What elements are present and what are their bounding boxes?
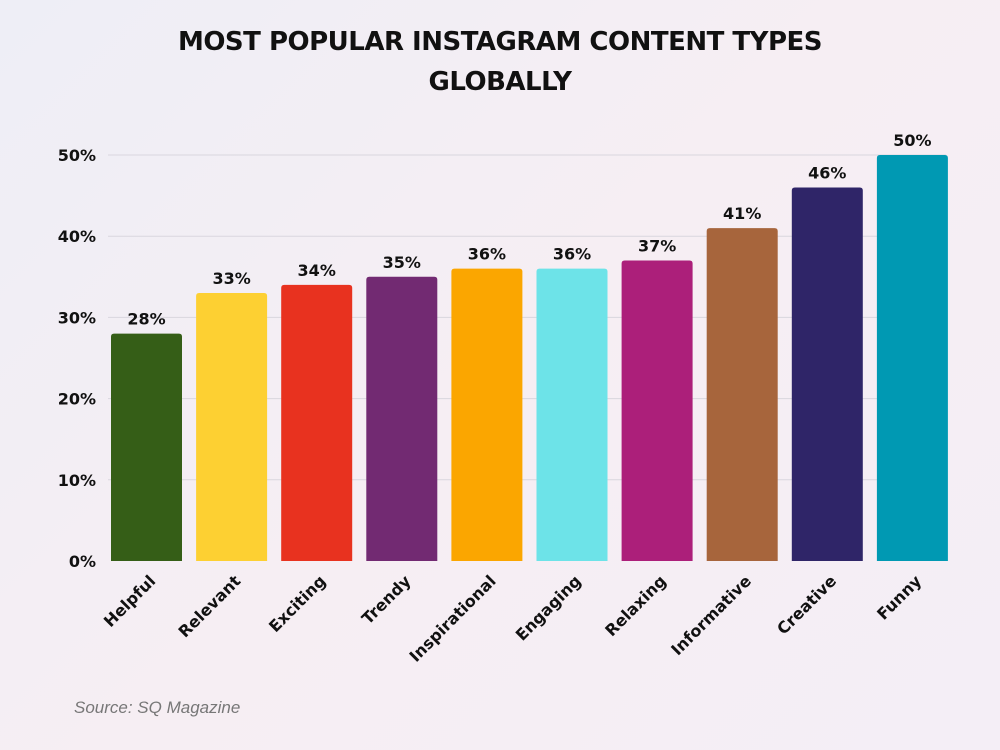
y-tick-label: 30%	[58, 308, 96, 327]
bar	[196, 293, 268, 561]
data-label: 36%	[468, 245, 506, 264]
x-tick-label: Informative	[667, 571, 755, 659]
x-tick-label: Relaxing	[601, 571, 670, 640]
x-tick-label: Trendy	[358, 571, 415, 628]
data-label: 50%	[893, 131, 931, 150]
y-tick-label: 10%	[58, 471, 96, 490]
x-tick-label: Exciting	[265, 571, 329, 635]
bar	[876, 155, 948, 561]
bar	[281, 284, 353, 561]
y-tick-label: 50%	[58, 146, 96, 165]
bar	[536, 268, 608, 561]
data-label: 28%	[127, 310, 165, 329]
bar	[451, 268, 523, 561]
x-tick-label: Helpful	[100, 571, 159, 630]
data-label: 35%	[383, 253, 421, 272]
source-note: Source: SQ Magazine	[74, 698, 241, 717]
data-label: 41%	[723, 204, 761, 223]
data-label: 34%	[298, 261, 336, 280]
y-tick-label: 0%	[69, 552, 96, 571]
data-label: 46%	[808, 163, 846, 182]
bar	[621, 260, 693, 561]
x-tick-label: Creative	[773, 571, 840, 638]
data-label: 33%	[212, 269, 250, 288]
bar	[111, 333, 182, 561]
x-tick-label: Engaging	[512, 571, 585, 644]
x-tick-label: Relevant	[175, 571, 245, 641]
bar	[366, 276, 438, 561]
chart-title-line: MOST POPULAR INSTAGRAM CONTENT TYPES	[177, 27, 823, 57]
x-tick-label: Inspirational	[405, 571, 499, 665]
chart-title-line: GLOBALLY	[428, 67, 572, 97]
data-label: 36%	[553, 245, 591, 264]
bar	[791, 187, 863, 562]
bar	[706, 228, 778, 561]
data-label: 37%	[638, 237, 676, 256]
chart-title: MOST POPULAR INSTAGRAM CONTENT TYPES GLO…	[0, 22, 1000, 102]
y-tick-label: 40%	[58, 227, 96, 246]
y-tick-label: 20%	[58, 390, 96, 409]
x-tick-label: Funny	[873, 571, 926, 624]
